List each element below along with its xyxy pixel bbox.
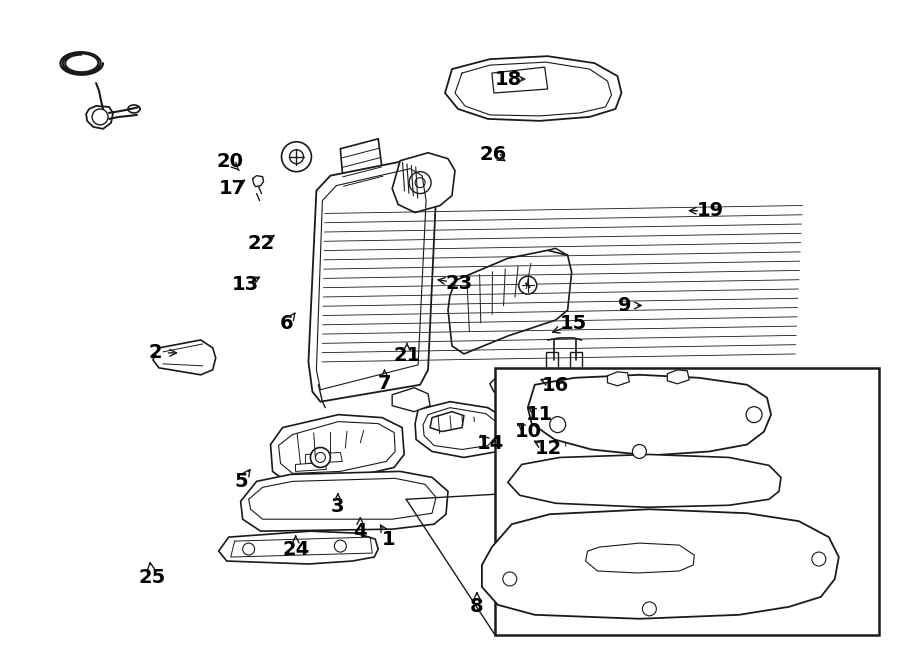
Polygon shape	[219, 531, 378, 564]
Text: 10: 10	[515, 422, 542, 441]
Circle shape	[503, 572, 517, 586]
Text: 19: 19	[697, 201, 724, 220]
Polygon shape	[527, 375, 771, 455]
Circle shape	[746, 407, 762, 422]
Polygon shape	[295, 463, 327, 471]
Text: 12: 12	[536, 440, 562, 459]
Polygon shape	[490, 372, 576, 394]
Text: 2: 2	[148, 343, 163, 362]
Text: 1: 1	[382, 529, 396, 549]
Text: 20: 20	[217, 152, 244, 171]
Polygon shape	[516, 249, 568, 276]
Text: 8: 8	[470, 598, 483, 617]
Circle shape	[335, 540, 346, 552]
Circle shape	[243, 543, 255, 555]
Polygon shape	[508, 455, 781, 507]
Polygon shape	[445, 56, 622, 121]
Circle shape	[518, 276, 536, 294]
Polygon shape	[340, 139, 384, 196]
Text: 21: 21	[393, 346, 420, 365]
Polygon shape	[86, 106, 113, 129]
Text: 25: 25	[139, 568, 166, 587]
Circle shape	[310, 447, 330, 467]
Circle shape	[812, 552, 826, 566]
Polygon shape	[305, 453, 342, 463]
Text: 15: 15	[560, 315, 588, 333]
Text: 3: 3	[331, 498, 345, 516]
Text: 9: 9	[618, 296, 632, 315]
Circle shape	[282, 142, 311, 172]
Polygon shape	[448, 251, 572, 354]
Polygon shape	[392, 153, 455, 212]
Polygon shape	[482, 509, 839, 619]
Polygon shape	[545, 352, 558, 368]
Text: 4: 4	[354, 522, 367, 541]
Text: 11: 11	[526, 405, 554, 424]
Text: 6: 6	[280, 315, 293, 333]
Polygon shape	[498, 394, 580, 416]
Polygon shape	[392, 388, 430, 412]
Polygon shape	[535, 306, 557, 322]
Text: 26: 26	[480, 145, 507, 163]
Polygon shape	[492, 67, 548, 93]
Text: 23: 23	[446, 274, 472, 293]
Text: 24: 24	[282, 539, 310, 559]
Polygon shape	[153, 340, 216, 375]
Polygon shape	[430, 412, 464, 432]
Text: 22: 22	[248, 234, 275, 253]
Text: 14: 14	[477, 434, 504, 453]
Polygon shape	[415, 402, 506, 457]
Circle shape	[550, 416, 565, 432]
Polygon shape	[240, 471, 448, 531]
Polygon shape	[608, 372, 629, 386]
Polygon shape	[667, 370, 689, 384]
Polygon shape	[309, 159, 436, 402]
Polygon shape	[533, 290, 554, 307]
Text: 18: 18	[495, 69, 522, 89]
Bar	[495, 368, 878, 635]
Polygon shape	[586, 543, 694, 573]
Polygon shape	[570, 352, 581, 368]
Text: 7: 7	[378, 373, 392, 393]
Circle shape	[643, 602, 656, 616]
Text: 13: 13	[232, 275, 259, 294]
Text: 17: 17	[220, 179, 247, 198]
Polygon shape	[271, 414, 404, 483]
Text: 16: 16	[542, 375, 569, 395]
Text: 5: 5	[234, 473, 248, 491]
Circle shape	[633, 444, 646, 459]
